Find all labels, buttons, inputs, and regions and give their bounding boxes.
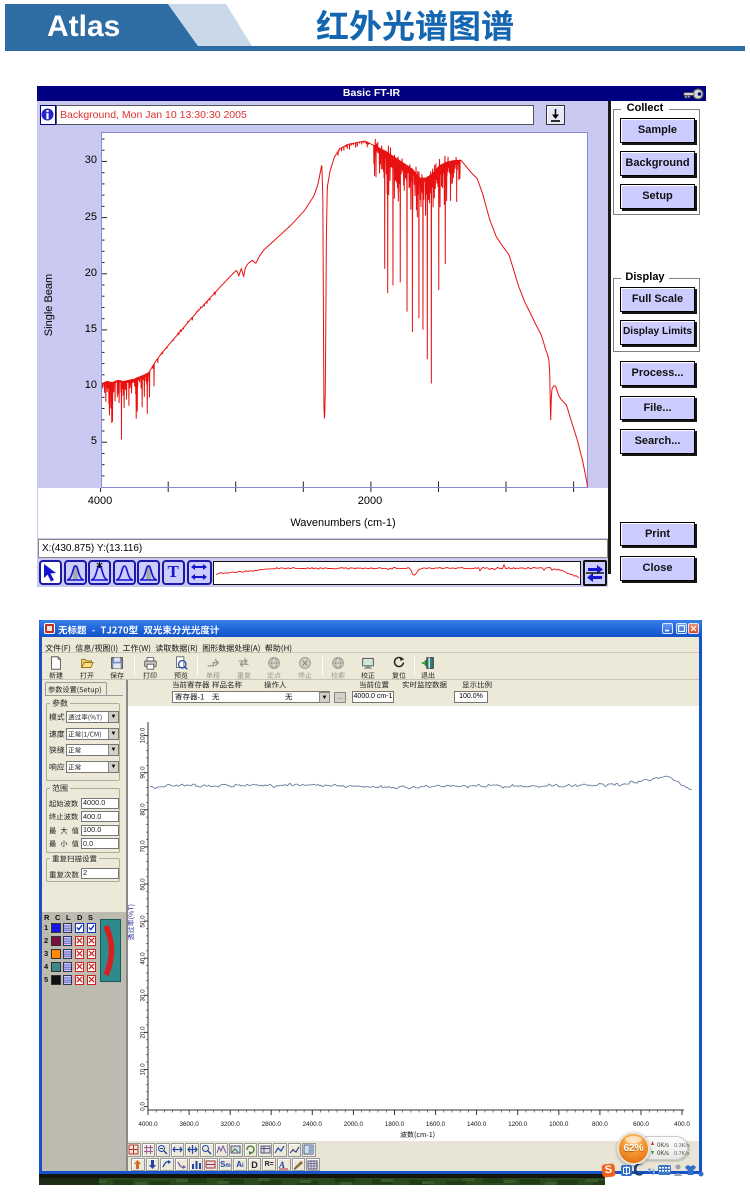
svg-text:0.7K/s: 0.7K/s: [674, 1151, 690, 1157]
svg-text:0K/s: 0K/s: [657, 1143, 669, 1149]
svg-text:0K/s: 0K/s: [657, 1151, 669, 1157]
svg-text:0.3K/s: 0.3K/s: [674, 1143, 690, 1149]
svg-text:A: A: [278, 1160, 285, 1170]
